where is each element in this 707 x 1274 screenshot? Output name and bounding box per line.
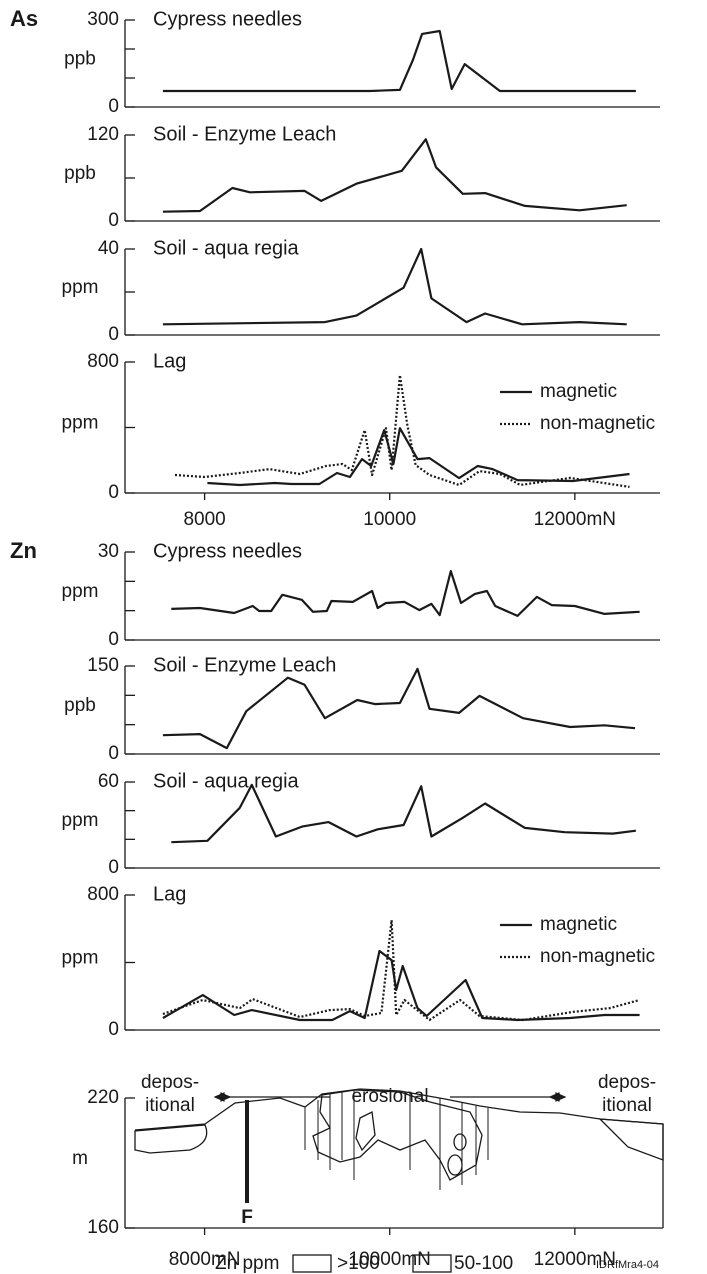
annotation: depos-	[141, 1072, 199, 1093]
legend-label: magnetic	[540, 914, 617, 935]
legend-swatch	[292, 1254, 332, 1273]
data-line	[162, 919, 640, 1022]
y-axis-label: ppb	[64, 163, 96, 184]
cross-section: F depos- itional erosional depos- itiona…	[134, 1072, 664, 1274]
y-tick-label: 30	[98, 541, 119, 562]
y-tick-label: 800	[87, 351, 119, 372]
legend-title: Zn ppm	[215, 1253, 279, 1274]
chart-title: Soil - Enzyme Leach	[153, 123, 336, 145]
chart-title: Cypress needles	[153, 540, 302, 562]
x-tick-label: 10000	[363, 509, 416, 530]
y-axis-label: ppm	[62, 413, 99, 434]
legend-label: magnetic	[540, 381, 617, 402]
data-line	[171, 783, 637, 844]
ore-over-100	[447, 1154, 463, 1176]
data-line	[162, 949, 640, 1022]
data-line	[174, 374, 630, 488]
y-tick-label: 60	[98, 771, 119, 792]
chart-title: Soil - aqua regia	[153, 770, 300, 792]
data-line	[171, 570, 640, 617]
deposit-right	[598, 1118, 664, 1161]
figure-id: IDRfMra4-04	[596, 1259, 659, 1271]
y-axis-label: ppb	[64, 49, 96, 70]
ore-over-100	[355, 1111, 376, 1152]
annotation: itional	[602, 1095, 652, 1116]
x-tick-label: 8000	[183, 509, 225, 530]
data-line	[162, 29, 636, 93]
y-axis-label: ppm	[62, 810, 99, 831]
chart-title: Soil - Enzyme Leach	[153, 654, 336, 676]
annotation: erosional	[351, 1086, 428, 1107]
fault-label: F	[241, 1207, 253, 1228]
y-axis-label: m	[72, 1148, 88, 1169]
y-tick-label: 0	[108, 1019, 119, 1040]
extent-arrows	[213, 1092, 567, 1102]
y-tick-label: 0	[108, 629, 119, 650]
legend-label: non-magnetic	[540, 413, 655, 434]
legend-label: non-magnetic	[540, 946, 655, 967]
ore-over-100	[453, 1133, 467, 1151]
annotation: depos-	[598, 1072, 656, 1093]
y-tick-label: 0	[108, 96, 119, 117]
y-tick-label: 220	[87, 1087, 119, 1108]
chart-title: Cypress needles	[153, 8, 302, 30]
data-line	[207, 427, 630, 487]
y-tick-label: 0	[108, 324, 119, 345]
y-axis-label: ppm	[62, 948, 99, 969]
weathering-lines	[304, 1090, 489, 1190]
annotation: itional	[145, 1095, 195, 1116]
deposit-left	[134, 1124, 208, 1154]
y-tick-label: 0	[108, 743, 119, 764]
y-axis-label: ppm	[62, 277, 99, 298]
ore-50-100	[312, 1089, 483, 1181]
y-tick-label: 150	[87, 655, 119, 676]
x-tick-label: 8000mN	[169, 1249, 241, 1270]
x-tick-label: 12000mN	[534, 1249, 616, 1270]
panel-label: Zn	[10, 538, 37, 563]
data-line	[162, 667, 636, 750]
y-tick-label: 160	[87, 1217, 119, 1238]
data-line	[162, 247, 627, 326]
y-tick-label: 120	[87, 124, 119, 145]
y-tick-label: 300	[87, 9, 119, 30]
panel-label: As	[10, 6, 38, 31]
y-axis-label: ppm	[62, 581, 99, 602]
y-tick-label: 800	[87, 884, 119, 905]
x-tick-label: 10000mN	[349, 1249, 431, 1270]
y-tick-label: 0	[108, 482, 119, 503]
y-tick-label: 0	[108, 857, 119, 878]
chart-title: Lag	[153, 350, 186, 372]
surface	[134, 1088, 664, 1131]
y-tick-label: 0	[108, 210, 119, 231]
legend-swatch	[412, 1254, 452, 1273]
chart-title: Lag	[153, 883, 186, 905]
x-tick-label: 12000mN	[534, 509, 616, 530]
y-axis-label: ppb	[64, 695, 96, 716]
legend-label: >100	[337, 1253, 380, 1274]
y-tick-label: 40	[98, 238, 119, 259]
legend-label: 50-100	[454, 1253, 513, 1274]
data-line	[162, 138, 627, 213]
chart-title: Soil - aqua regia	[153, 237, 300, 259]
